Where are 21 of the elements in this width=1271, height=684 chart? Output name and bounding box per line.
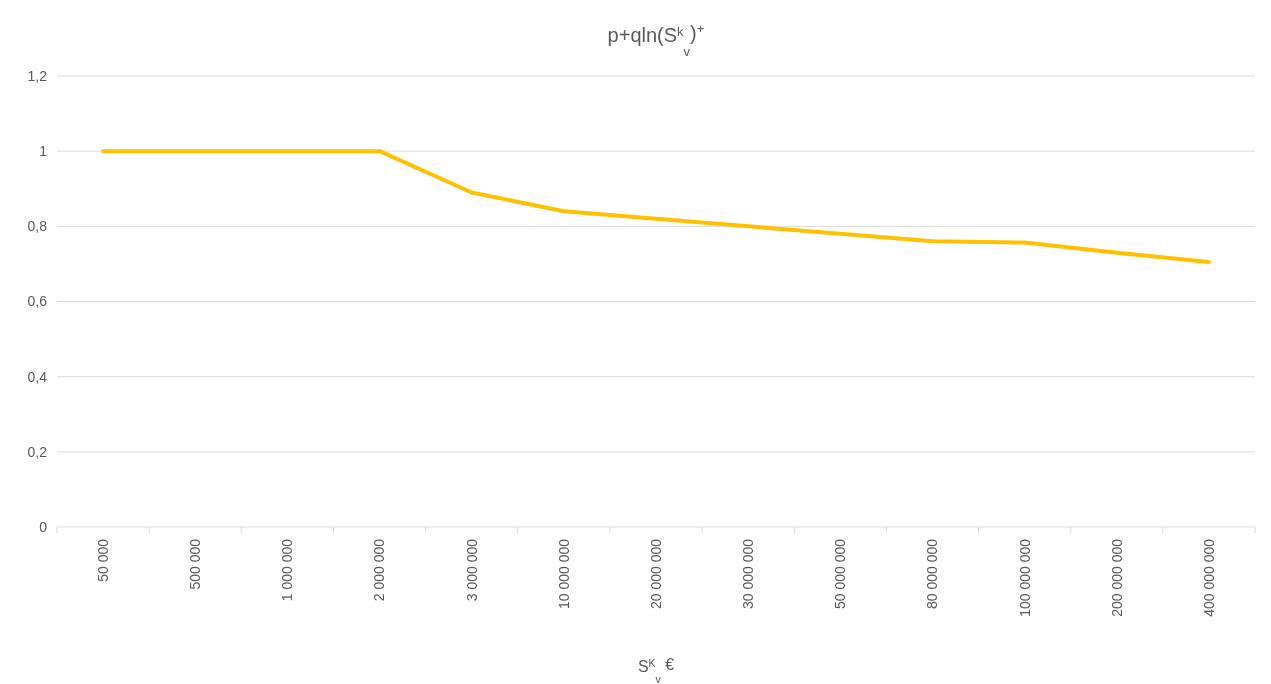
y-tick-label: 0 [39,518,48,535]
y-tick-label: 0,2 [27,443,48,460]
x-tick-label: 20 000 000 [647,538,664,610]
y-tick-label: 1,2 [27,67,48,84]
y-tick-label: 0,6 [27,293,48,310]
x-tick-label: 3 000 000 [463,538,480,602]
y-tick-label: 0,8 [27,218,48,235]
x-tick-label: 80 000 000 [924,538,941,610]
line-series [101,149,1211,265]
x-tick-label: 2 000 000 [371,538,388,602]
y-tick-label: 1 [39,143,48,160]
x-tick-label: 50 000 000 [832,538,849,610]
x-tick-label: 500 000 [187,538,204,590]
x-tick-label: 400 000 000 [1200,538,1217,617]
x-tick-label: 100 000 000 [1016,538,1033,617]
y-tick-label: 0,4 [27,368,48,385]
x-tick-label: 10 000 000 [555,538,572,610]
x-tick-label: 50 000 [94,538,111,582]
x-tick-label: 200 000 000 [1108,538,1125,617]
x-tick-label: 30 000 000 [740,538,757,610]
x-tick-label: 1 000 000 [279,538,296,602]
